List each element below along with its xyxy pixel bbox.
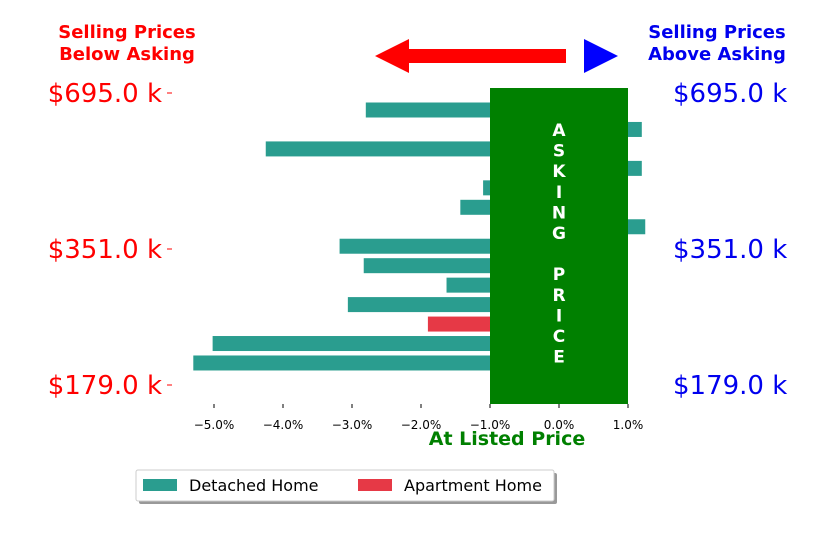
legend-label-apartment: Apartment Home	[404, 476, 542, 495]
above-asking-title-line1: Selling Prices	[648, 22, 785, 43]
legend-swatch-detached	[143, 479, 177, 491]
legend: Detached Home Apartment Home	[135, 469, 557, 504]
left-arrow-icon	[375, 39, 566, 73]
above-asking-title-line2: Above Asking	[648, 44, 786, 65]
price-label-right: $695.0 k	[673, 79, 787, 109]
x-tick-label: −2.0%	[401, 418, 442, 432]
asking-band-letter: S	[553, 142, 565, 162]
asking-band-letter: E	[553, 348, 565, 368]
price-label-left: $179.0 k	[48, 371, 162, 401]
price-label-right: $179.0 k	[673, 371, 787, 401]
asking-band-letter: R	[552, 286, 565, 306]
asking-band-letter: K	[552, 162, 566, 182]
price-label-right: $351.0 k	[673, 235, 787, 265]
price-label-left: $351.0 k	[48, 235, 162, 265]
legend-frame	[135, 469, 555, 502]
asking-band-letter: I	[556, 183, 562, 203]
asking-band-letter: G	[552, 224, 566, 244]
asking-band-letter: A	[552, 121, 566, 141]
x-tick-label: −4.0%	[263, 418, 304, 432]
asking-price-band	[490, 88, 628, 404]
x-tick-label: 0.0%	[544, 418, 575, 432]
asking-band-letter: P	[553, 265, 565, 285]
legend-swatch-apartment	[358, 479, 392, 491]
x-tick-label: 1.0%	[613, 418, 644, 432]
below-asking-title-line2: Below Asking	[59, 44, 195, 65]
x-tick-label: −3.0%	[332, 418, 373, 432]
x-tick-label: −1.0%	[470, 418, 511, 432]
bar-detached	[212, 336, 559, 352]
legend-label-detached: Detached Home	[189, 476, 319, 495]
right-arrow-icon	[584, 39, 618, 73]
price-label-left: $695.0 k	[48, 79, 162, 109]
below-asking-title-line1: Selling Prices	[58, 22, 195, 43]
x-axis-label: At Listed Price	[429, 428, 585, 450]
asking-band-group	[490, 88, 628, 404]
x-axis: −5.0% −4.0% −3.0% −2.0% −1.0% 0.0% 1.0%	[194, 404, 644, 432]
bar-detached	[193, 355, 560, 371]
x-tick-label: −5.0%	[194, 418, 235, 432]
asking-band-letter: C	[553, 327, 565, 347]
asking-band-letter: N	[552, 203, 566, 223]
asking-band-letter: I	[556, 306, 562, 326]
bar-detached	[265, 141, 559, 157]
price-labels-right: $695.0 k $351.0 k $179.0 k	[673, 79, 787, 401]
price-labels-left: $695.0 k $351.0 k $179.0 k	[48, 79, 172, 401]
